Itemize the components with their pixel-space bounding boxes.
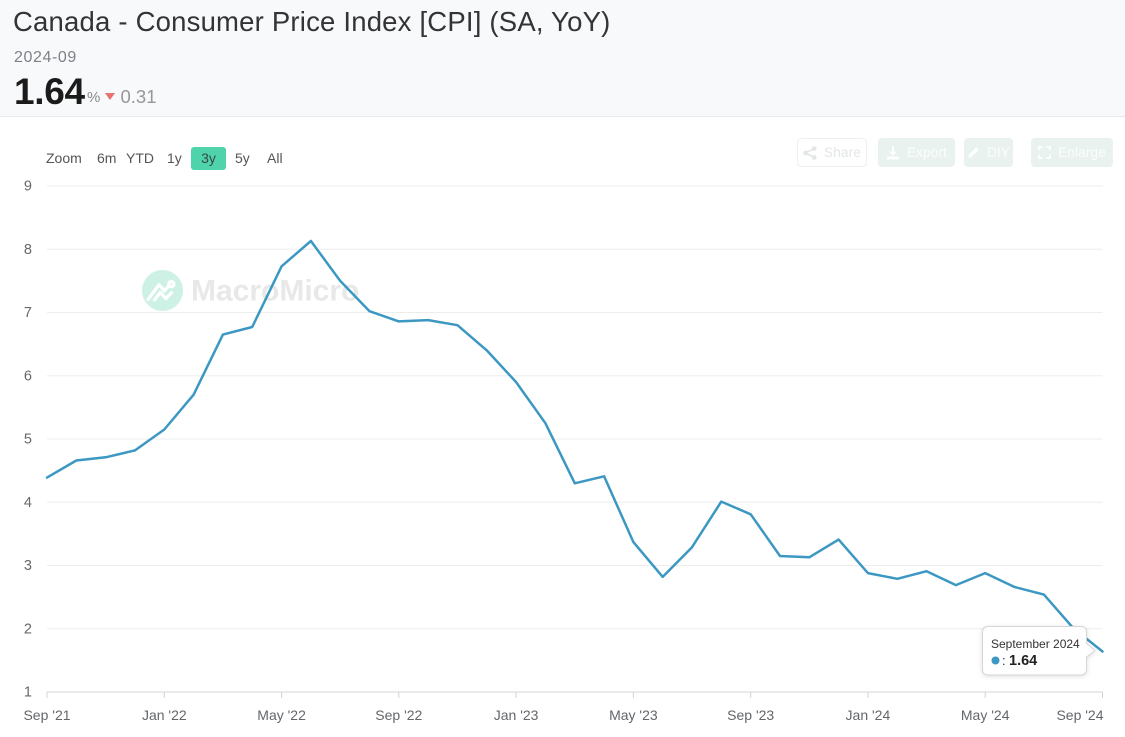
svg-text:MacroMicro: MacroMicro [191, 275, 359, 308]
svg-text:May '24: May '24 [961, 707, 1010, 723]
svg-text:Jan '23: Jan '23 [494, 707, 539, 723]
svg-text:May '23: May '23 [609, 707, 658, 723]
svg-text:2: 2 [24, 621, 32, 637]
svg-text:1: 1 [24, 685, 32, 701]
svg-text:9: 9 [24, 179, 32, 195]
svg-text:Sep '21: Sep '21 [23, 707, 70, 723]
svg-text:6: 6 [24, 368, 32, 384]
svg-text:September 2024: September 2024 [991, 637, 1080, 651]
svg-text:4: 4 [24, 495, 32, 511]
svg-text:May '22: May '22 [257, 707, 306, 723]
svg-text:Sep '22: Sep '22 [375, 707, 422, 723]
svg-text:7: 7 [24, 305, 32, 321]
svg-text:5: 5 [24, 432, 32, 448]
svg-text:3: 3 [24, 558, 32, 574]
svg-text:Jan '22: Jan '22 [142, 707, 187, 723]
svg-text::: : [1002, 653, 1006, 668]
svg-text:Jan '24: Jan '24 [846, 707, 891, 723]
svg-text:8: 8 [24, 242, 32, 258]
svg-text:Sep '23: Sep '23 [727, 707, 774, 723]
svg-text:1.64: 1.64 [1009, 653, 1037, 669]
svg-text:Sep '24: Sep '24 [1056, 707, 1103, 723]
